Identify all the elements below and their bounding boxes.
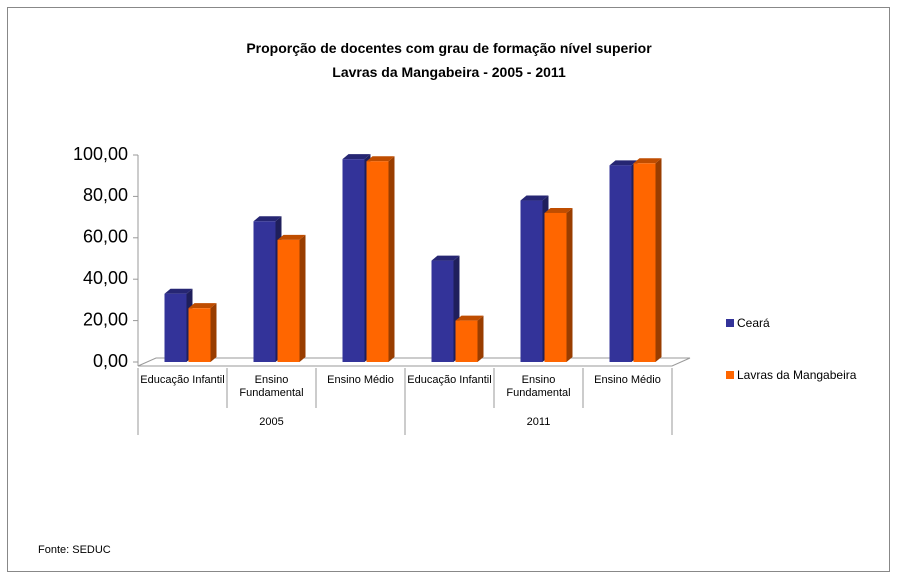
chart-title: Proporção de docentes com grau de formaç… [246, 40, 652, 56]
bar-top [633, 158, 662, 164]
floor [137, 357, 691, 367]
y-tick-label: 100,00 [73, 144, 128, 164]
y-tick-label: 60,00 [83, 227, 128, 247]
legend-swatch [726, 371, 734, 379]
bar-top [366, 156, 395, 162]
y-tick-label: 0,00 [93, 351, 128, 371]
bar-top [188, 303, 217, 309]
bar-side [210, 303, 217, 362]
bar [455, 320, 478, 362]
bar-top [544, 207, 573, 213]
chart-title-block: Proporção de docentes com grau de formaç… [0, 36, 898, 84]
legend-entry: Ceará [726, 316, 770, 330]
bar [188, 308, 211, 362]
bar [366, 161, 389, 362]
bar [253, 221, 276, 362]
bar-top [277, 234, 306, 240]
x-tick-label: Ensino Fundamental [239, 374, 304, 399]
x-tick-label: Ensino Médio [327, 374, 394, 386]
bar [431, 260, 454, 362]
bar-side [655, 158, 662, 362]
bar-top [342, 154, 371, 160]
group-label: 2011 [526, 416, 551, 428]
x-tick-label: Ensino Fundamental [506, 374, 571, 399]
bar-side [299, 234, 306, 362]
x-tick-label: Educação Infantil [407, 374, 492, 386]
bar-top [164, 288, 193, 294]
bar-top [253, 216, 282, 222]
bar-side [388, 156, 395, 362]
bar-top [455, 315, 484, 321]
y-tick-label: 40,00 [83, 268, 128, 288]
bar-top [431, 255, 460, 261]
legend-swatch [726, 319, 734, 327]
bar-top [520, 195, 549, 201]
bar [609, 165, 632, 362]
bar [633, 163, 656, 362]
legend-label: Lavras da Mangabeira [737, 368, 857, 382]
bar-side [477, 315, 484, 362]
x-tick-label: Ensino Médio [594, 374, 661, 386]
bar [342, 159, 365, 362]
bar-side [566, 207, 573, 362]
bar [164, 293, 187, 362]
group-label: 2005 [259, 416, 284, 428]
legend-label: Ceará [737, 316, 770, 330]
y-tick-label: 80,00 [83, 185, 128, 205]
source: Fonte: SEDUC [38, 544, 111, 556]
chart-subtitle: Lavras da Mangabeira - 2005 - 2011 [332, 64, 566, 80]
bar-top [609, 160, 638, 166]
legend-entry: Lavras da Mangabeira [726, 368, 856, 382]
y-tick-label: 20,00 [83, 309, 128, 329]
bar [520, 200, 543, 362]
x-tick-label: Educação Infantil [140, 374, 225, 386]
bar [544, 212, 567, 362]
bar [277, 239, 300, 362]
